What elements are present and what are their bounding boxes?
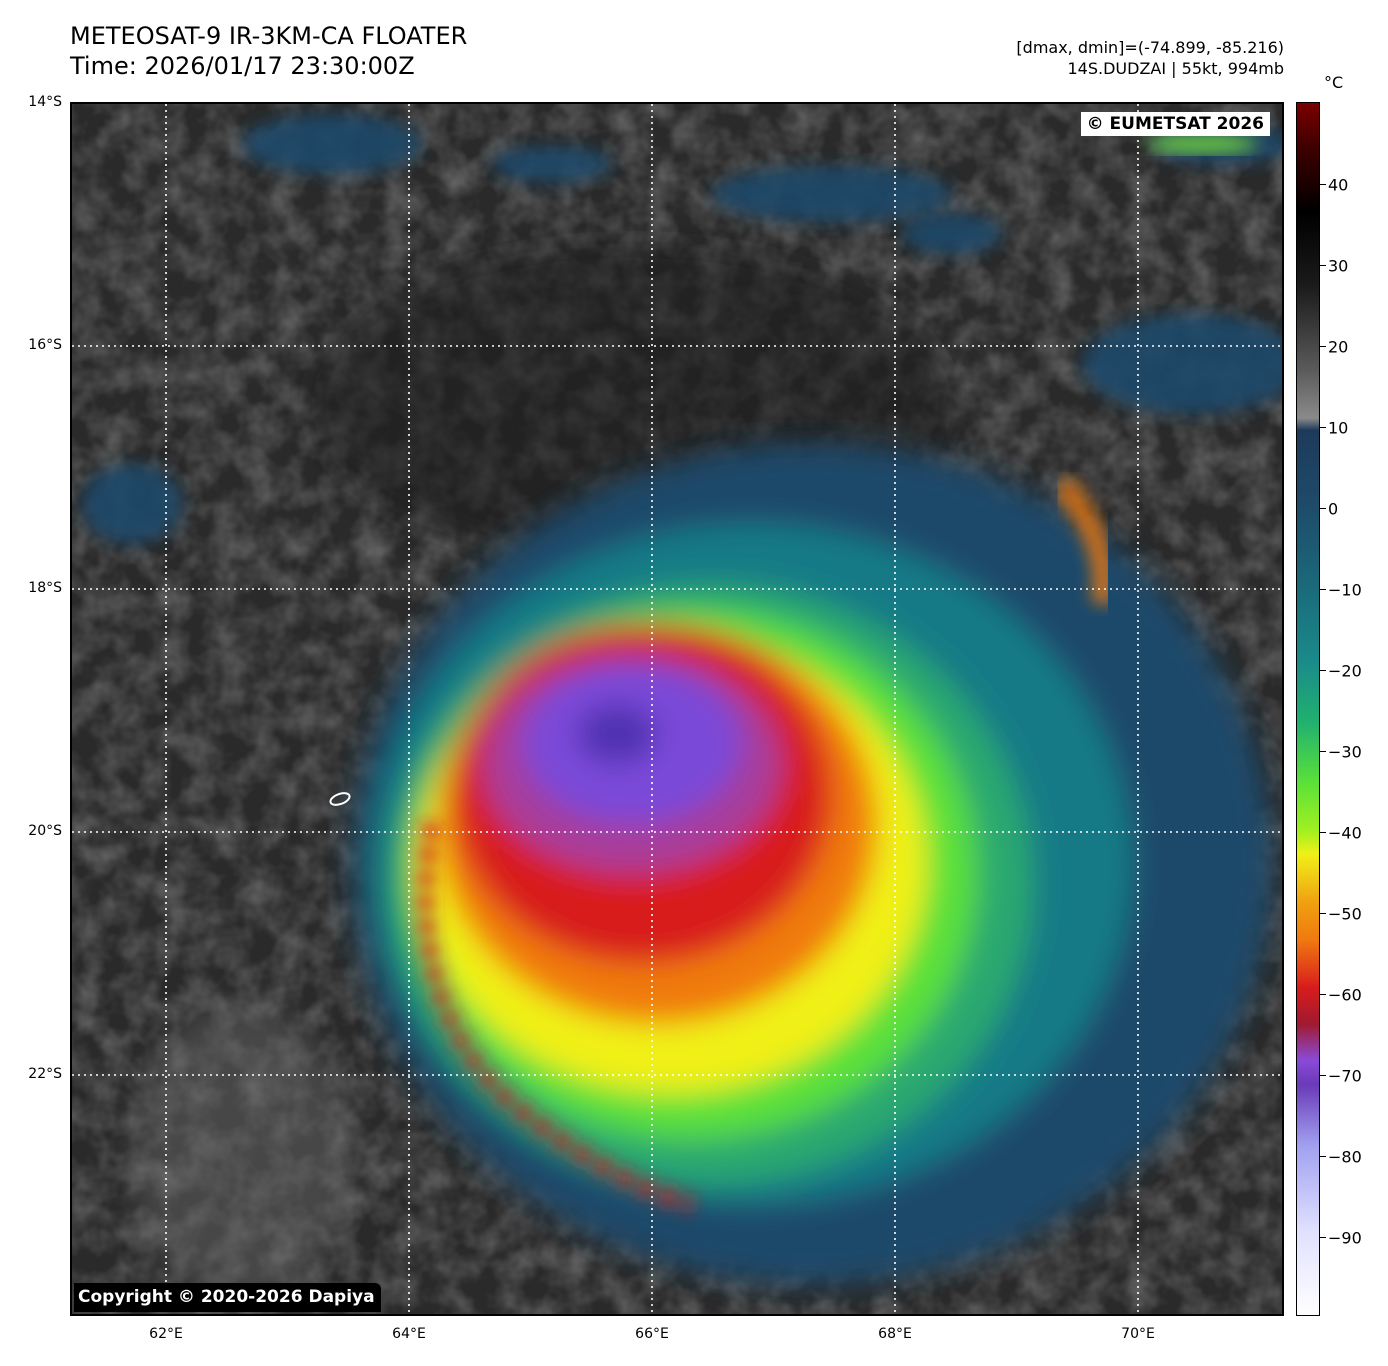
satellite-map[interactable]: © EUMETSAT 2026 Copyright © 2020-2026 Da… (70, 102, 1284, 1316)
colorbar-label: −60 (1328, 985, 1362, 1005)
colorbar-label: −10 (1328, 580, 1362, 600)
colorbar-tick (1320, 913, 1326, 914)
lat-label: 22°S (28, 1066, 62, 1082)
temperature-range-info: [dmax, dmin]=(-74.899, -85.216) (1016, 38, 1284, 57)
colorbar-label: 20 (1328, 337, 1349, 357)
colorbar-tick (1320, 346, 1326, 347)
lat-label: 16°S (28, 337, 62, 353)
colorbar-tick (1320, 1237, 1326, 1238)
eumetsat-copyright: © EUMETSAT 2026 (1080, 112, 1270, 136)
colorbar-tick (1320, 265, 1326, 266)
colorbar-label: −50 (1328, 904, 1362, 924)
lat-label: 14°S (28, 94, 62, 110)
colorbar-label: 0 (1328, 499, 1339, 519)
colorbar-tick (1320, 994, 1326, 995)
colorbar-label: 40 (1328, 175, 1349, 195)
storm-info: 14S.DUDZAI | 55kt, 994mb (1067, 59, 1285, 78)
colorbar-tick (1320, 832, 1326, 833)
colorbar-label: −30 (1328, 742, 1362, 762)
lon-label: 62°E (149, 1326, 183, 1342)
colorbar-tick (1320, 1156, 1326, 1157)
colorbar-tick (1320, 751, 1326, 752)
colorbar-label: 10 (1328, 418, 1349, 438)
temperature-colorbar (1296, 102, 1320, 1316)
colorbar-label: 30 (1328, 256, 1349, 276)
colorbar-label: −90 (1328, 1228, 1362, 1248)
colorbar-label: −40 (1328, 823, 1362, 843)
lat-label: 18°S (28, 580, 62, 596)
ir-imagery (72, 104, 1282, 1314)
colorbar-label: −20 (1328, 661, 1362, 681)
colorbar-tick (1320, 1075, 1326, 1076)
island-outline (329, 792, 351, 806)
colorbar-tick (1320, 670, 1326, 671)
lon-label: 64°E (392, 1326, 426, 1342)
dapiya-copyright: Copyright © 2020-2026 Dapiya (74, 1283, 381, 1312)
colorbar-tick (1320, 427, 1326, 428)
colorbar-tick (1320, 508, 1326, 509)
lon-label: 68°E (878, 1326, 912, 1342)
colorbar-label: −80 (1328, 1147, 1362, 1167)
lon-label: 70°E (1121, 1326, 1155, 1342)
map-timestamp: Time: 2026/01/17 23:30:00Z (70, 52, 415, 80)
colorbar-tick (1320, 589, 1326, 590)
colorbar-unit: °C (1324, 73, 1344, 92)
colorbar-tick (1320, 184, 1326, 185)
lat-lon-grid (72, 104, 1282, 1314)
lon-label: 66°E (635, 1326, 669, 1342)
map-title: METEOSAT-9 IR-3KM-CA FLOATER (70, 22, 468, 50)
colorbar-label: −70 (1328, 1066, 1362, 1086)
lat-label: 20°S (28, 823, 62, 839)
